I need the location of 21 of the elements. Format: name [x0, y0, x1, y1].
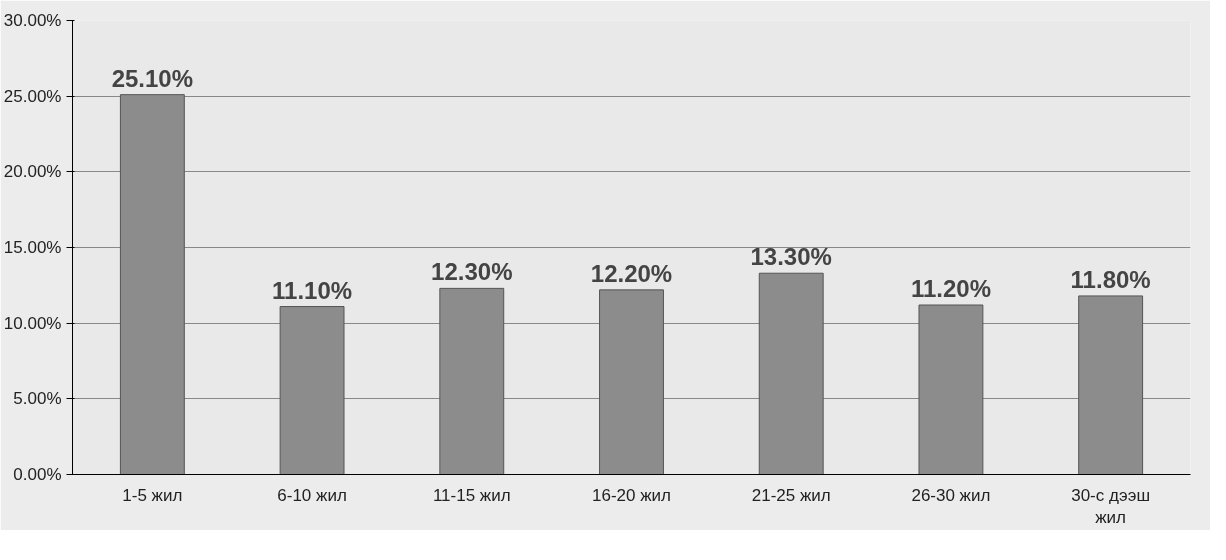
- data-label: 11.80%: [1070, 265, 1151, 293]
- x-tick-label: 1-5 жил: [122, 485, 183, 505]
- data-label: 11.20%: [910, 275, 991, 303]
- x-tick-label: 11-15 жил: [432, 485, 511, 505]
- y-tick-label: 30.00%: [3, 11, 62, 30]
- data-label: 13.30%: [750, 243, 832, 271]
- y-tick-label: 20.00%: [3, 162, 62, 182]
- data-label: 12.20%: [590, 259, 673, 287]
- y-tick-label: 10.00%: [3, 313, 62, 333]
- x-tick-label: 21-25 жил: [751, 485, 831, 505]
- data-label: 12.30%: [431, 258, 513, 286]
- y-tick-label: 5.00%: [13, 389, 62, 409]
- data-label: 25.10%: [111, 64, 194, 92]
- x-tick-label: 30-с дээш жил: [1071, 485, 1151, 528]
- y-tick-label: 25.00%: [3, 86, 62, 106]
- y-tick-label: 0.00%: [13, 465, 62, 484]
- data-label: 11.10%: [272, 276, 353, 304]
- y-tick-label: 15.00%: [3, 238, 62, 257]
- x-tick-label: 6-10 жил: [277, 485, 347, 505]
- x-tick-label: 16-20 жил: [592, 485, 671, 505]
- x-tick-label: 26-30 жил: [911, 485, 991, 505]
